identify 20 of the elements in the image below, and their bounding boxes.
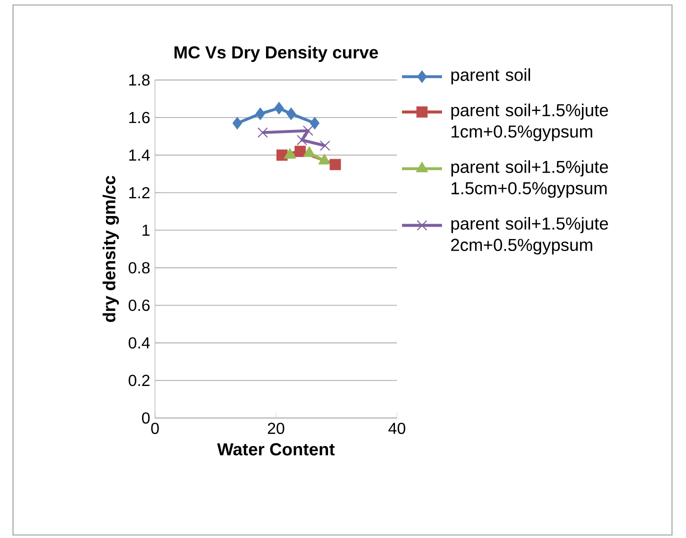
- y-tick-label: 1.2: [129, 187, 150, 198]
- legend-label: parent soil+1.5%jute 1cm+0.5%gypsum: [451, 104, 608, 142]
- y-tick-label: 0.6: [128, 300, 150, 311]
- y-tick-label: 0.8: [128, 262, 150, 274]
- legend-label: parent soil: [451, 68, 530, 84]
- y-tick-label: 1: [142, 224, 150, 236]
- chart-title: MC Vs Dry Density curve: [174, 46, 378, 62]
- x-axis-title: Water Content: [217, 443, 335, 456]
- y-tick-label: 0.2: [128, 374, 150, 386]
- y-tick-label: 1.8: [129, 74, 150, 86]
- y-tick-label: 1.4: [129, 150, 150, 161]
- y-tick-label: 0: [142, 412, 150, 424]
- y-tick-label: 0.4: [128, 337, 150, 349]
- legend-label: parent soil+1.5%jute 1.5cm+0.5%gypsum: [451, 160, 608, 198]
- x-tick-label: 40: [388, 422, 406, 434]
- x-tick-label: 0: [151, 422, 159, 434]
- x-tick-label: 20: [268, 422, 284, 434]
- y-axis-title: dry density gm/cc: [102, 176, 119, 322]
- legend-label: parent soil+1.5%jute 2cm+0.5%gypsum: [451, 216, 608, 254]
- y-tick-label: 1.6: [129, 112, 150, 124]
